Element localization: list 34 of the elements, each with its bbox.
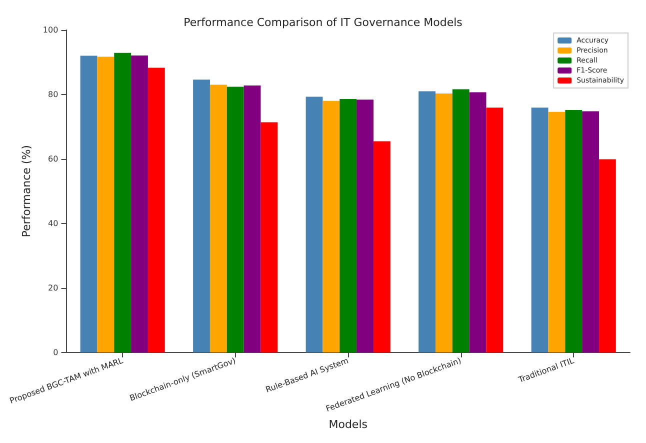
y-tick-label: 100 (42, 26, 58, 34)
bar (322, 100, 340, 352)
bar (306, 96, 323, 352)
y-tick-label: 80 (48, 90, 58, 99)
bar (356, 100, 374, 352)
bar (226, 86, 244, 352)
y-tick-label: 60 (48, 154, 58, 164)
bar (80, 56, 98, 352)
bar (486, 108, 504, 352)
x-axis-title: Models (328, 418, 368, 431)
bar (340, 98, 357, 352)
chart-title: Performance Comparison of IT Governance Models (184, 16, 463, 29)
bar (531, 108, 548, 352)
bar (565, 110, 582, 352)
y-tick-label: 20 (48, 283, 58, 292)
bar (193, 80, 210, 352)
bar (469, 92, 486, 352)
y-tick-label: 0 (53, 348, 58, 357)
bar (131, 55, 148, 352)
bar (418, 91, 436, 352)
bar (114, 52, 132, 352)
y-axis-title: Performance (%) (20, 145, 34, 238)
bar (148, 68, 165, 352)
y-tick-label: 40 (48, 218, 58, 228)
bar (435, 94, 452, 352)
bar (260, 122, 278, 352)
bar (210, 84, 227, 352)
bar (452, 89, 470, 352)
bar (548, 112, 566, 352)
bar (97, 56, 114, 352)
bar (582, 111, 599, 352)
bar (244, 85, 261, 352)
bar (373, 141, 390, 352)
bar (598, 159, 616, 352)
